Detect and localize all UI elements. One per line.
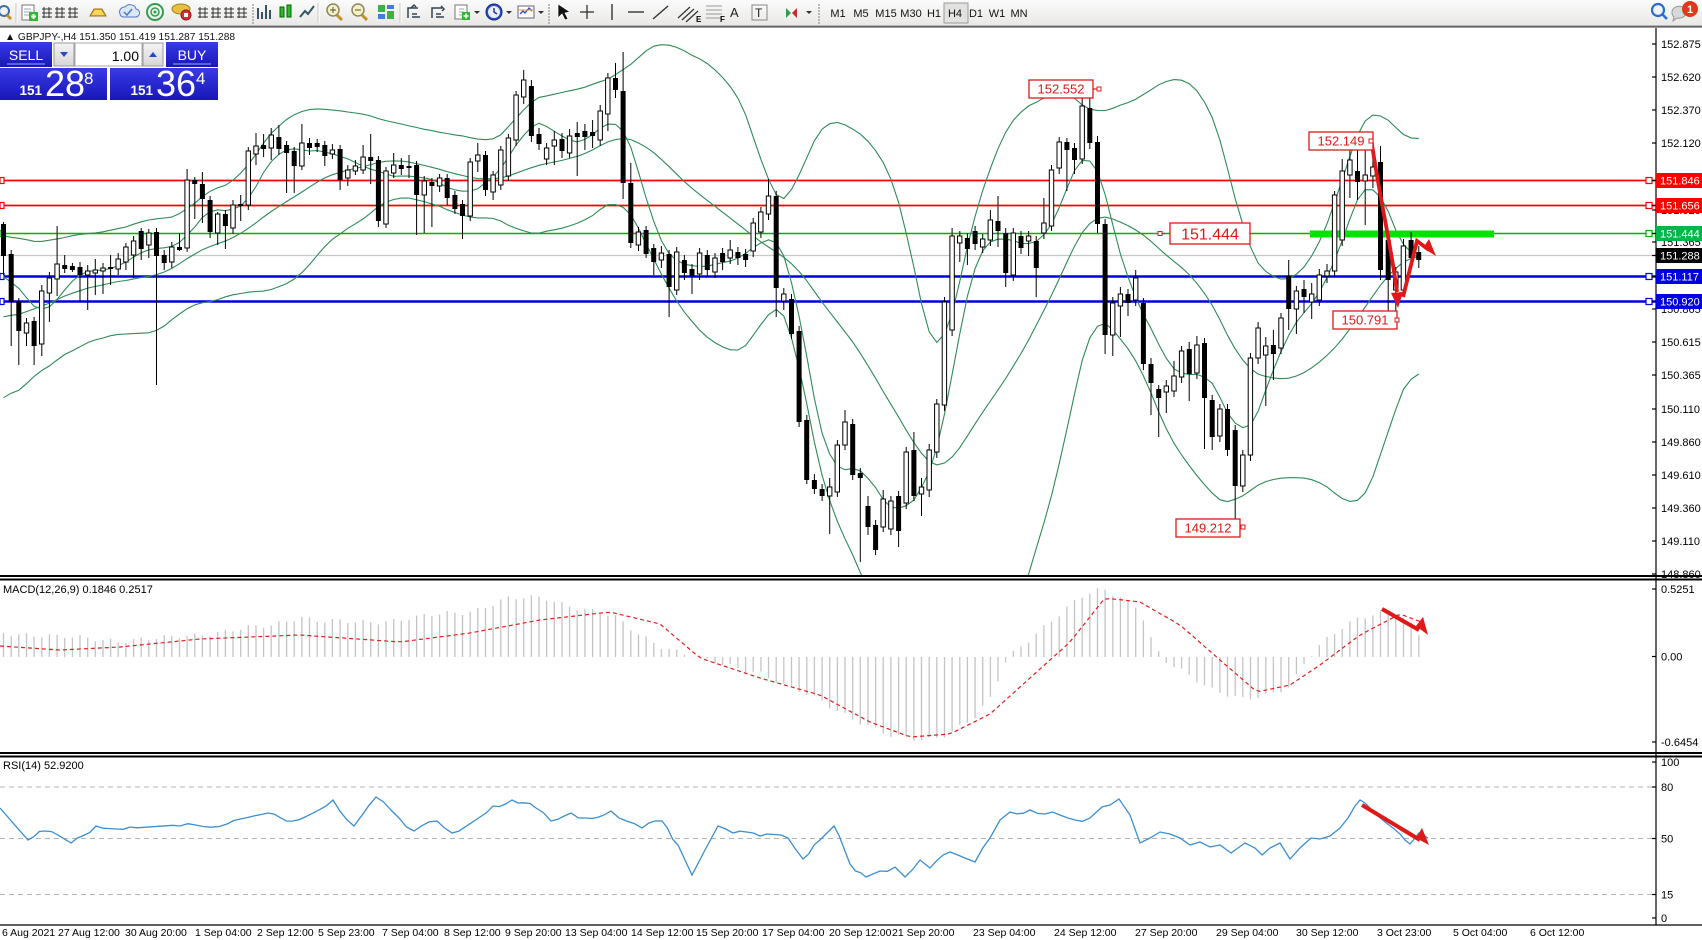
svg-text:149.360: 149.360 — [1661, 503, 1701, 515]
svg-text:30 Aug 20:00: 30 Aug 20:00 — [125, 927, 187, 939]
svg-text:150.110: 150.110 — [1661, 404, 1700, 416]
svg-text:14 Sep 12:00: 14 Sep 12:00 — [631, 927, 694, 939]
svg-text:150.791: 150.791 — [1342, 313, 1389, 328]
svg-text:6 Aug 2021: 6 Aug 2021 — [2, 927, 55, 939]
svg-text:0.00: 0.00 — [1661, 652, 1682, 664]
svg-text:150.615: 150.615 — [1661, 337, 1701, 349]
svg-text:M30: M30 — [900, 8, 921, 20]
svg-text:100: 100 — [1661, 757, 1679, 769]
svg-text:50: 50 — [1661, 834, 1673, 846]
svg-text:15 Sep 20:00: 15 Sep 20:00 — [696, 927, 759, 939]
svg-text:-0.6454: -0.6454 — [1661, 737, 1698, 749]
svg-text:BUY: BUY — [178, 47, 207, 63]
svg-text:27 Aug 12:00: 27 Aug 12:00 — [58, 927, 120, 939]
svg-text:149.610: 149.610 — [1661, 470, 1701, 482]
svg-text:80: 80 — [1661, 782, 1673, 794]
svg-text:4: 4 — [196, 69, 205, 88]
svg-text:6 Oct 12:00: 6 Oct 12:00 — [1530, 927, 1584, 939]
svg-text:152.875: 152.875 — [1661, 39, 1701, 51]
svg-text:151.444: 151.444 — [1660, 229, 1700, 241]
svg-text:M15: M15 — [875, 8, 896, 20]
svg-text:149.860: 149.860 — [1661, 437, 1701, 449]
svg-text:M1: M1 — [830, 8, 845, 20]
svg-text:23 Sep 04:00: 23 Sep 04:00 — [973, 927, 1036, 939]
svg-text:28: 28 — [45, 63, 85, 104]
svg-text:MACD(12,26,9) 0.1846 0.2517: MACD(12,26,9) 0.1846 0.2517 — [3, 584, 153, 596]
svg-text:151.288: 151.288 — [1660, 251, 1700, 263]
svg-text:15: 15 — [1661, 890, 1673, 902]
svg-text:27 Sep 20:00: 27 Sep 20:00 — [1135, 927, 1198, 939]
svg-text:20 Sep 12:00: 20 Sep 12:00 — [829, 927, 892, 939]
svg-text:29 Sep 04:00: 29 Sep 04:00 — [1216, 927, 1279, 939]
svg-text:8: 8 — [84, 69, 93, 88]
svg-text:152.149: 152.149 — [1318, 134, 1365, 149]
svg-text:36: 36 — [156, 63, 196, 104]
svg-text:SELL: SELL — [9, 47, 43, 63]
svg-text:152.552: 152.552 — [1038, 82, 1085, 97]
svg-text:0.5251: 0.5251 — [1661, 584, 1695, 596]
svg-text:151: 151 — [19, 83, 42, 98]
svg-text:150.365: 150.365 — [1661, 370, 1701, 382]
svg-text:152.120: 152.120 — [1661, 138, 1701, 150]
svg-text:T: T — [755, 6, 763, 20]
svg-text:3 Oct 23:00: 3 Oct 23:00 — [1377, 927, 1431, 939]
svg-text:152.620: 152.620 — [1661, 72, 1701, 84]
svg-text:H1: H1 — [927, 8, 941, 20]
svg-text:7 Sep 04:00: 7 Sep 04:00 — [382, 927, 439, 939]
svg-text:151.846: 151.846 — [1660, 176, 1700, 188]
svg-text:149.110: 149.110 — [1661, 536, 1700, 548]
svg-text:13 Sep 04:00: 13 Sep 04:00 — [565, 927, 628, 939]
svg-text:RSI(14) 52.9200: RSI(14) 52.9200 — [3, 760, 84, 772]
svg-text:0: 0 — [1661, 913, 1667, 925]
svg-text:M5: M5 — [853, 8, 868, 20]
svg-text:17 Sep 04:00: 17 Sep 04:00 — [762, 927, 825, 939]
svg-text:E: E — [696, 15, 702, 24]
svg-text:2 Sep 12:00: 2 Sep 12:00 — [257, 927, 314, 939]
svg-text:9 Sep 20:00: 9 Sep 20:00 — [505, 927, 562, 939]
svg-text:151.656: 151.656 — [1660, 201, 1700, 213]
svg-text:D1: D1 — [969, 8, 983, 20]
svg-text:30 Sep 12:00: 30 Sep 12:00 — [1296, 927, 1359, 939]
svg-text:1 Sep 04:00: 1 Sep 04:00 — [195, 927, 252, 939]
svg-text:151.117: 151.117 — [1660, 272, 1699, 284]
svg-text:152.370: 152.370 — [1661, 105, 1701, 117]
svg-text:1: 1 — [1687, 4, 1693, 16]
svg-text:W1: W1 — [989, 8, 1006, 20]
svg-text:1.00: 1.00 — [112, 48, 139, 64]
svg-text:MN: MN — [1010, 8, 1027, 20]
svg-text:8 Sep 12:00: 8 Sep 12:00 — [444, 927, 501, 939]
svg-text:A: A — [730, 5, 739, 20]
svg-text:5 Oct 04:00: 5 Oct 04:00 — [1453, 927, 1507, 939]
svg-text:21 Sep 20:00: 21 Sep 20:00 — [892, 927, 955, 939]
svg-text:148.860: 148.860 — [1661, 569, 1701, 581]
svg-text:24 Sep 12:00: 24 Sep 12:00 — [1054, 927, 1117, 939]
svg-text:149.212: 149.212 — [1185, 521, 1232, 536]
svg-text:F: F — [720, 15, 725, 24]
svg-text:5 Sep 23:00: 5 Sep 23:00 — [318, 927, 375, 939]
svg-text:151.444: 151.444 — [1181, 227, 1239, 244]
svg-text:H4: H4 — [948, 8, 962, 20]
svg-text:▲ GBPJPY-,H4 151.350 151.419: ▲ GBPJPY-,H4 151.350 151.419 151.287 151… — [5, 32, 235, 43]
svg-text:151: 151 — [130, 83, 153, 98]
svg-text:150.920: 150.920 — [1660, 297, 1700, 309]
